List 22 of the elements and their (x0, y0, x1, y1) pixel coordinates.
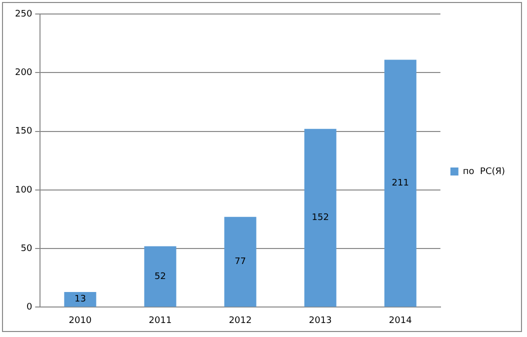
bar (144, 246, 176, 307)
x-tick-label: 2012 (228, 316, 252, 326)
y-tick-label: 250 (14, 9, 32, 20)
bar (64, 292, 96, 307)
y-tick-label: 50 (20, 244, 32, 254)
data-label: 13 (74, 294, 86, 305)
y-tick-label: 0 (26, 302, 32, 313)
bar (304, 128, 336, 307)
bar (224, 216, 256, 307)
x-tick-label: 2014 (388, 316, 412, 326)
x-tick-label: 2011 (148, 316, 172, 326)
legend-label: по РС(Я) (462, 166, 506, 177)
data-label: 52 (154, 272, 166, 282)
data-label: 77 (234, 257, 246, 268)
x-tick-label: 2010 (68, 316, 92, 326)
data-label: 211 (392, 178, 409, 189)
y-tick-label: 100 (14, 185, 32, 196)
y-tick-label: 150 (14, 126, 32, 137)
y-tick-label: 200 (14, 68, 32, 78)
x-tick-label: 2013 (308, 316, 332, 326)
data-label: 152 (312, 213, 329, 224)
bar (384, 60, 416, 307)
